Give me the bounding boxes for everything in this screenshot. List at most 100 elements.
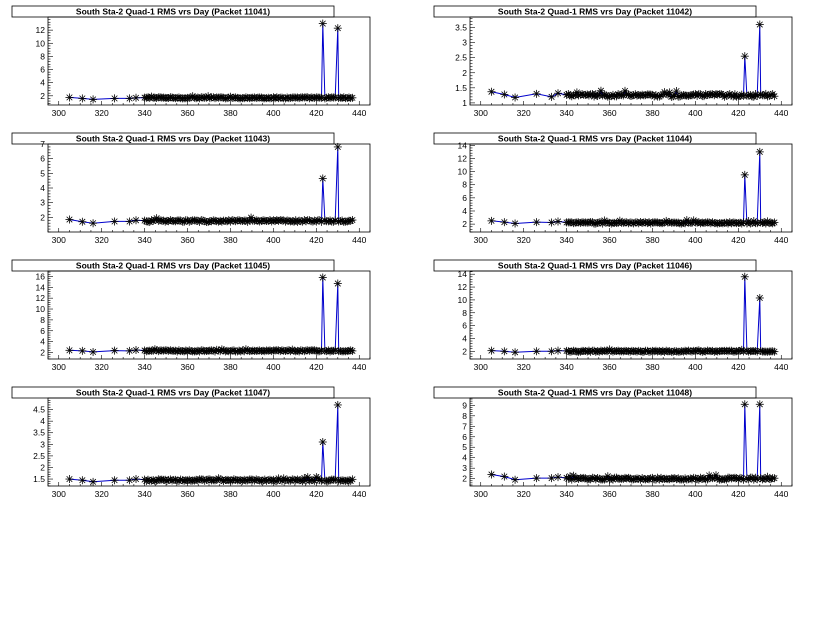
chart-title-box: South Sta-2 Quad-1 RMS vrs Day (Packet 1… — [11, 132, 335, 145]
y-tick-label: 2 — [40, 347, 45, 357]
data-point — [740, 400, 749, 409]
data-point — [755, 147, 764, 156]
x-tick-label: 400 — [688, 108, 702, 118]
x-tick-label: 380 — [223, 489, 237, 499]
y-tick-label: 6 — [40, 65, 45, 75]
x-tick-label: 440 — [774, 362, 788, 372]
data-point — [532, 218, 541, 227]
x-tick-label: 420 — [309, 235, 323, 245]
series-line — [69, 146, 353, 224]
data-point — [132, 216, 141, 225]
data-point — [511, 219, 520, 228]
data-point — [132, 475, 141, 484]
data-point — [125, 94, 134, 103]
data-point — [89, 219, 98, 228]
y-tick-label: 1 — [462, 98, 467, 108]
y-tick-label: 4 — [40, 416, 45, 426]
x-tick-label: 400 — [266, 235, 280, 245]
data-point — [532, 474, 541, 483]
y-tick-label: 10 — [458, 295, 468, 305]
data-point — [333, 400, 342, 409]
chart-title-box: South Sta-2 Quad-1 RMS vrs Day (Packet 1… — [11, 259, 335, 272]
x-tick-label: 440 — [352, 489, 366, 499]
y-tick-label: 3.5 — [33, 428, 45, 438]
data-point — [318, 273, 327, 282]
data-point — [318, 19, 327, 28]
data-point — [487, 87, 496, 96]
x-tick-label: 320 — [517, 108, 531, 118]
data-point — [110, 476, 119, 485]
x-tick-label: 380 — [645, 235, 659, 245]
x-tick-label: 320 — [95, 362, 109, 372]
x-tick-label: 440 — [774, 489, 788, 499]
y-tick-label: 4 — [462, 333, 467, 343]
data-point — [753, 475, 762, 484]
data-point — [348, 475, 357, 484]
x-tick-label: 340 — [560, 489, 574, 499]
y-tick-label: 4 — [40, 183, 45, 193]
chart-title-box: South Sta-2 Quad-1 RMS vrs Day (Packet 1… — [11, 386, 335, 399]
x-tick-label: 320 — [95, 108, 109, 118]
data-point — [547, 218, 556, 227]
y-tick-label: 2 — [462, 68, 467, 78]
x-tick-label: 360 — [180, 489, 194, 499]
y-tick-label: 5 — [462, 442, 467, 452]
series-line — [69, 277, 353, 353]
data-point — [500, 90, 509, 99]
y-tick-label: 4 — [40, 337, 45, 347]
data-point — [125, 217, 134, 226]
data-point — [554, 473, 563, 482]
data-point — [547, 92, 556, 101]
data-point — [753, 91, 762, 100]
data-point — [500, 347, 509, 356]
x-tick-label: 300 — [52, 489, 66, 499]
y-tick-label: 12 — [458, 282, 468, 292]
y-tick-label: 8 — [40, 315, 45, 325]
data-point — [554, 346, 563, 355]
x-tick-label: 440 — [774, 235, 788, 245]
y-tick-label: 9 — [462, 400, 467, 410]
data-point — [770, 474, 779, 483]
x-tick-label: 400 — [266, 108, 280, 118]
data-point — [132, 346, 141, 355]
data-point — [740, 170, 749, 179]
y-tick-label: 5 — [40, 168, 45, 178]
y-tick-label: 6 — [462, 432, 467, 442]
chart-title: South Sta-2 Quad-1 RMS vrs Day (Packet 1… — [498, 7, 692, 17]
y-tick-label: 14 — [36, 282, 46, 292]
data-point — [331, 216, 340, 225]
y-tick-label: 2 — [462, 219, 467, 229]
y-tick-label: 6 — [40, 326, 45, 336]
chart-panel: South Sta-2 Quad-1 RMS vrs Day (Packet 1… — [11, 5, 371, 118]
y-tick-label: 12 — [36, 25, 46, 35]
y-tick-label: 10 — [36, 38, 46, 48]
x-tick-label: 420 — [731, 489, 745, 499]
x-tick-label: 420 — [309, 489, 323, 499]
x-tick-label: 380 — [645, 108, 659, 118]
y-tick-label: 6 — [462, 321, 467, 331]
data-point — [125, 346, 134, 355]
x-tick-label: 320 — [95, 235, 109, 245]
x-tick-label: 420 — [731, 235, 745, 245]
data-point — [532, 347, 541, 356]
data-point — [65, 93, 74, 102]
data-point — [598, 219, 607, 228]
data-point — [110, 94, 119, 103]
x-tick-label: 360 — [602, 108, 616, 118]
chart-title-box: South Sta-2 Quad-1 RMS vrs Day (Packet 1… — [11, 5, 335, 18]
series-line — [491, 151, 775, 225]
x-tick-label: 440 — [352, 108, 366, 118]
data-point — [348, 216, 357, 225]
data-point — [770, 218, 779, 227]
y-tick-label: 4 — [40, 78, 45, 88]
x-tick-label: 300 — [52, 108, 66, 118]
x-tick-label: 340 — [560, 362, 574, 372]
series-line — [69, 404, 353, 483]
y-tick-label: 1.5 — [455, 83, 467, 93]
y-tick-label: 7 — [40, 139, 45, 149]
y-tick-label: 10 — [36, 304, 46, 314]
y-tick-label: 4 — [462, 206, 467, 216]
data-point — [78, 346, 87, 355]
x-tick-label: 380 — [645, 362, 659, 372]
